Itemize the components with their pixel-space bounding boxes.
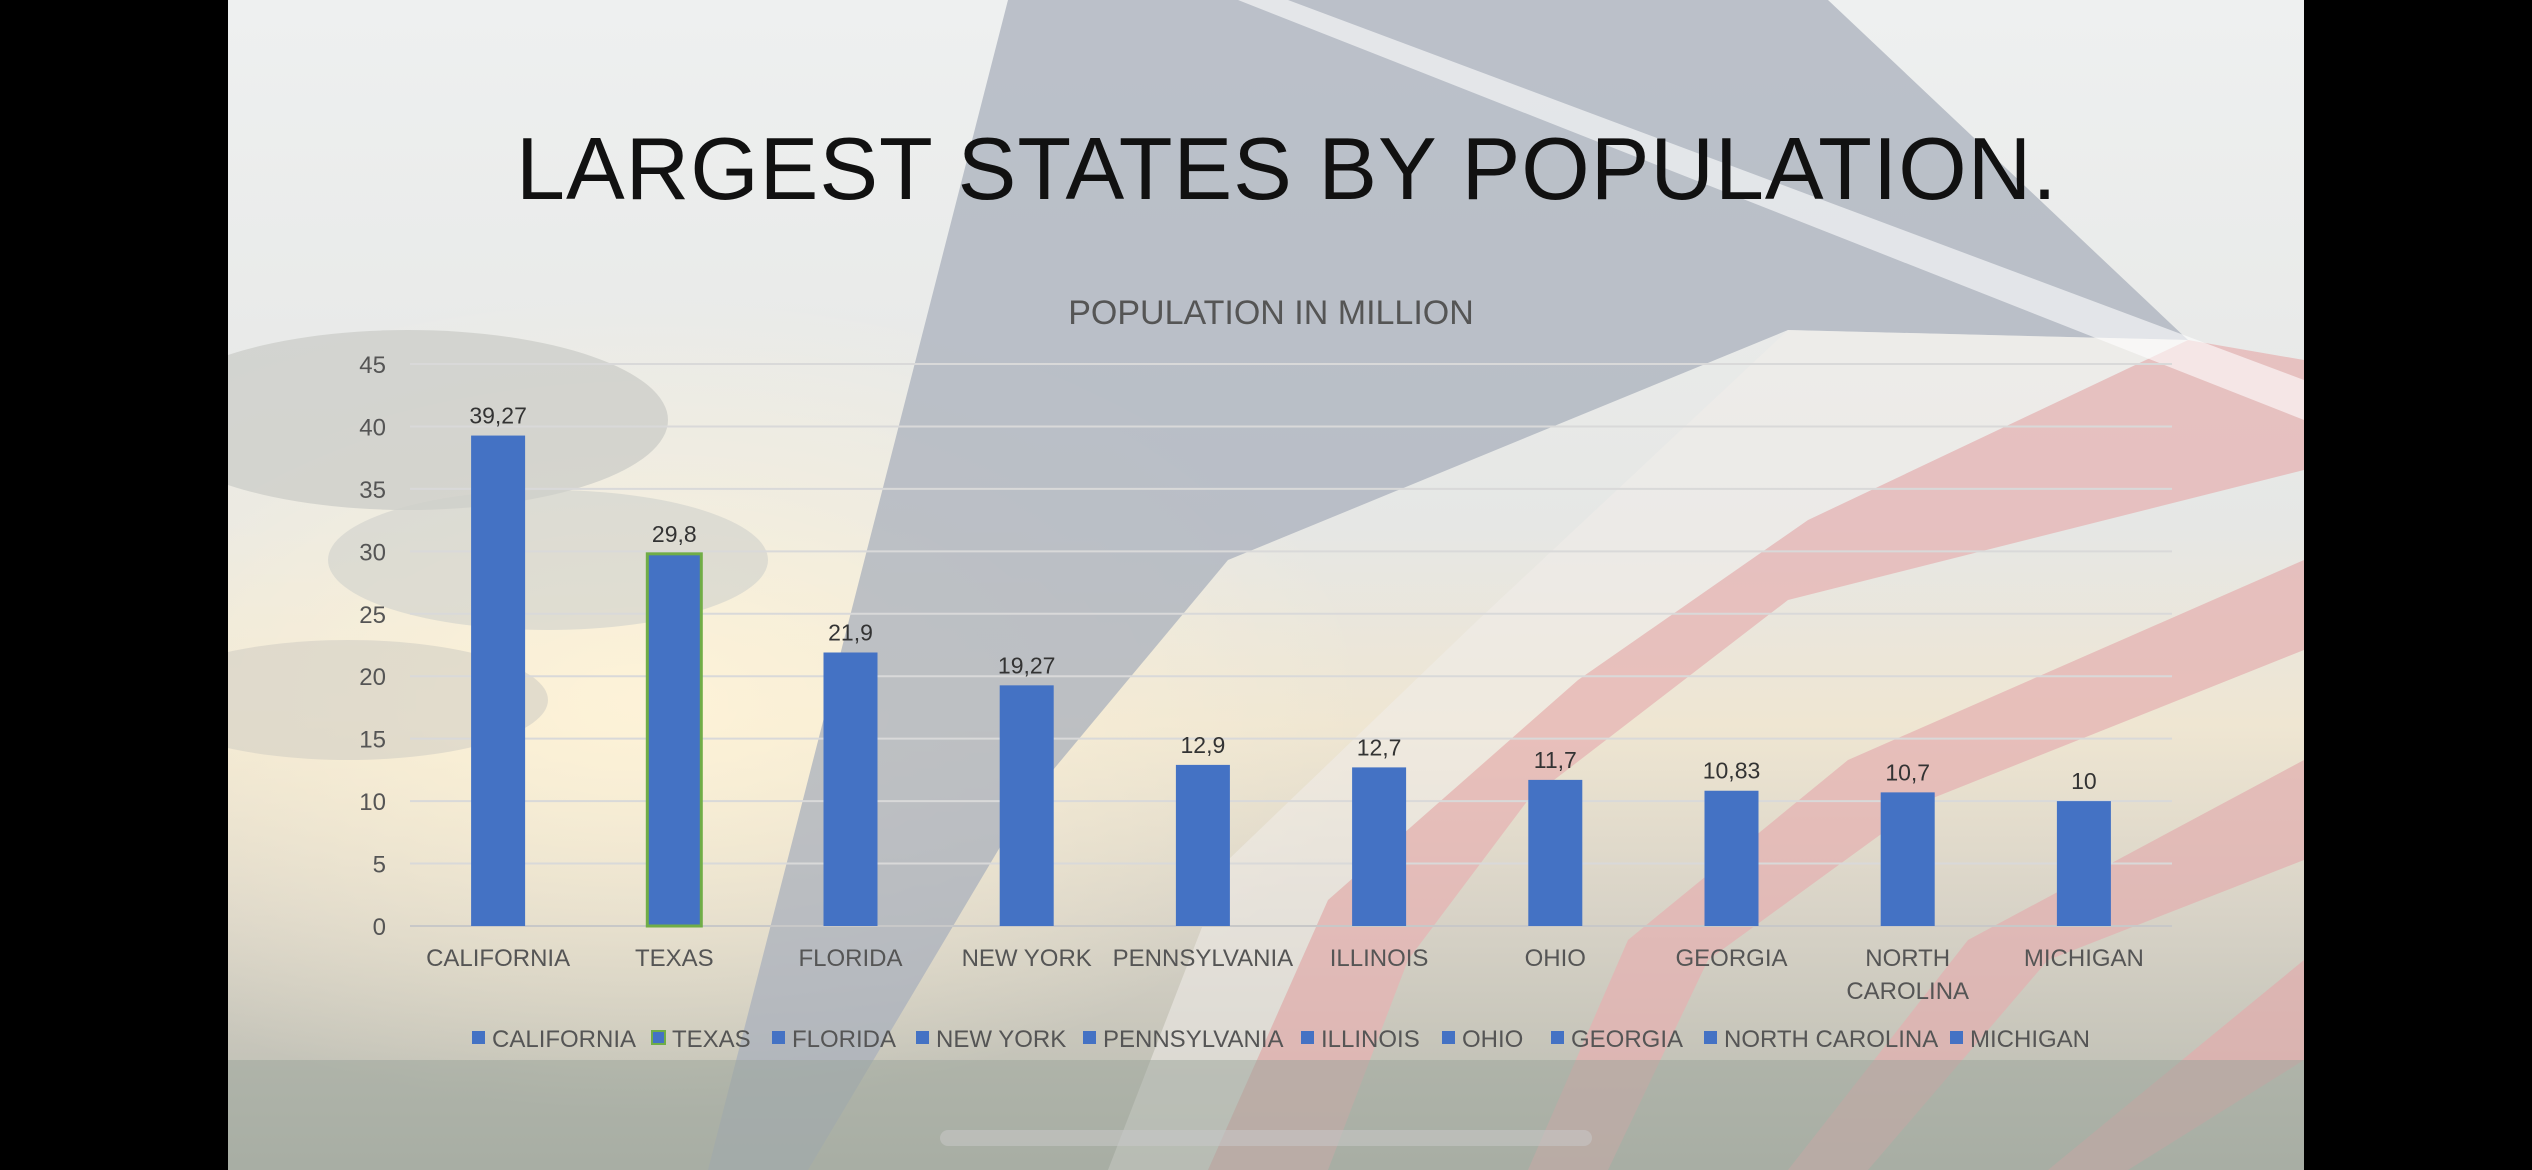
x-tick-label: OHIO	[1525, 945, 1586, 972]
data-label: 12,7	[1357, 734, 1402, 760]
legend-swatch	[1301, 1031, 1314, 1044]
x-tick-label: TEXAS	[635, 945, 714, 972]
legend-swatch	[916, 1031, 929, 1044]
y-tick-label: 20	[359, 664, 386, 691]
legend-swatch	[472, 1031, 485, 1044]
bar-florida	[823, 652, 878, 926]
chart-title: POPULATION IN MILLION	[1068, 294, 1474, 332]
x-tick-label: CAROLINA	[1846, 978, 1969, 1005]
legend-entry: CALIFORNIA	[492, 1026, 636, 1053]
data-label: 12,9	[1181, 732, 1226, 758]
legend-entry: GEORGIA	[1571, 1026, 1683, 1053]
data-label: 21,9	[828, 619, 873, 645]
data-label: 39,27	[469, 403, 527, 429]
data-label: 29,8	[652, 521, 697, 547]
y-tick-label: 40	[359, 414, 386, 441]
bar-north-carolina	[1880, 792, 1935, 926]
legend-swatch	[651, 1030, 666, 1045]
x-tick-label: FLORIDA	[798, 945, 902, 972]
legend-entry: MICHIGAN	[1970, 1026, 2090, 1053]
y-tick-label: 30	[359, 539, 386, 566]
legend-entry: NEW YORK	[936, 1026, 1066, 1053]
legend-entry: OHIO	[1462, 1026, 1523, 1053]
legend-entry: ILLINOIS	[1321, 1026, 1420, 1053]
legend-entry: PENNSYLVANIA	[1103, 1026, 1284, 1053]
legend-swatch	[1083, 1031, 1096, 1044]
legend-swatch	[772, 1031, 785, 1044]
y-tick-label: 5	[373, 852, 386, 879]
bar-ohio	[1528, 779, 1583, 926]
x-tick-label: PENNSYLVANIA	[1113, 945, 1294, 972]
x-tick-label: CALIFORNIA	[426, 945, 570, 972]
data-label: 11,7	[1534, 747, 1577, 773]
x-tick-label: ILLINOIS	[1330, 945, 1429, 972]
bar-texas	[645, 552, 703, 928]
y-tick-label: 35	[359, 477, 386, 504]
bar-pennsylvania	[1175, 764, 1230, 926]
data-label: 10	[2071, 768, 2097, 794]
y-tick-label: 25	[359, 602, 386, 629]
flag-background-image	[228, 0, 2304, 1170]
bar-illinois	[1352, 767, 1407, 926]
x-tick-label: MICHIGAN	[2024, 945, 2144, 972]
legend-entry: FLORIDA	[792, 1026, 896, 1053]
x-tick-label: NEW YORK	[962, 945, 1092, 972]
data-label: 10,83	[1703, 758, 1761, 784]
y-tick-label: 45	[359, 352, 386, 379]
data-label: 19,27	[998, 652, 1056, 678]
x-tick-label: NORTH	[1865, 945, 1950, 972]
bar-georgia	[1704, 790, 1759, 926]
legend-entry: NORTH CAROLINA	[1724, 1026, 1938, 1053]
y-tick-label: 15	[359, 727, 386, 754]
legend-swatch	[1442, 1031, 1455, 1044]
slide-title: LARGEST STATES BY POPULATION.	[516, 119, 2058, 218]
bar-california	[471, 435, 526, 926]
legend-swatch	[1950, 1031, 1963, 1044]
legend-swatch	[1551, 1031, 1564, 1044]
slide: LARGEST STATES BY POPULATION.	[228, 0, 2304, 1170]
y-tick-label: 0	[373, 914, 386, 941]
data-label: 10,7	[1885, 759, 1930, 785]
legend-swatch	[1704, 1031, 1717, 1044]
x-tick-label: GEORGIA	[1675, 945, 1787, 972]
bar-new-york	[999, 685, 1054, 926]
scroll-indicator	[940, 1130, 1592, 1146]
legend-entry: TEXAS	[672, 1026, 751, 1053]
bar-michigan	[2056, 801, 2111, 926]
y-tick-label: 10	[359, 789, 386, 816]
